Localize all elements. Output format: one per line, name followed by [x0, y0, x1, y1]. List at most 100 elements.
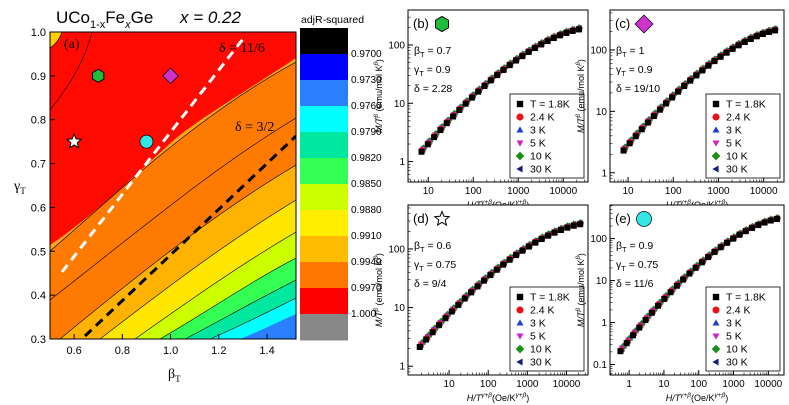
x-tick-label: 1.0 [163, 345, 178, 357]
data-point [563, 29, 570, 36]
legend-label: 3 K [726, 318, 742, 330]
data-point [435, 322, 442, 329]
legend-marker [516, 319, 524, 326]
y-tick-label: 0.4 [31, 290, 46, 302]
data-point [550, 35, 557, 42]
data-point [705, 62, 712, 69]
data-point [480, 277, 487, 284]
x-axis-label: H/Tγ+β(Oe/Kγ+β) [666, 392, 729, 403]
data-point [774, 215, 781, 222]
colorbar-block [300, 288, 348, 315]
legend-label: 30 K [530, 357, 552, 369]
panel-b: 10 100 1000 10000 1 10 100 (b) βT = 0.7 γT = 0.9 δ… [374, 9, 589, 210]
legend-label: 5 K [530, 331, 546, 343]
data-point [493, 266, 500, 273]
data-point [531, 45, 538, 52]
x-tick-label: 1000 [516, 379, 539, 390]
contour-map [50, 32, 296, 339]
legend-marker [712, 306, 720, 314]
legend-label: T = 1.8K [530, 99, 570, 111]
legend-marker [712, 358, 719, 366]
data-point [636, 324, 643, 331]
data-point [538, 41, 545, 48]
x-tick-label: 10000 [549, 186, 577, 197]
data-point [564, 224, 571, 231]
data-point [656, 106, 663, 113]
data-point [767, 217, 774, 224]
legend-marker [516, 333, 524, 340]
legend-label: T = 1.8K [726, 292, 766, 304]
x-tick-label: 1000 [722, 379, 745, 390]
x-tick-label: 10 [658, 379, 670, 390]
data-point [494, 72, 501, 79]
legend-box [705, 286, 781, 372]
legend: T = 1.8K2.4 K3 K5 K10 K30 K [705, 286, 781, 372]
data-point [680, 276, 687, 283]
data-point [723, 49, 730, 56]
legend-label: 3 K [530, 318, 546, 330]
data-point [698, 259, 705, 266]
colorbar-tick-label: 0.9730 [351, 75, 382, 86]
data-point [711, 58, 718, 65]
gamma-param: γT = 0.9 [616, 64, 653, 78]
data-point [644, 119, 651, 126]
contour-band-red [50, 32, 296, 245]
data-point [538, 236, 545, 243]
data-point [741, 38, 748, 45]
data-point [487, 77, 494, 84]
delta-param: δ = 2.28 [414, 83, 452, 95]
data-point [723, 239, 730, 246]
panel-label: (c) [615, 16, 630, 31]
data-point [519, 53, 526, 60]
x-tick-label: 100 [480, 379, 497, 390]
data-point [506, 62, 513, 69]
data-point [699, 67, 706, 74]
panel-symbol-circle [636, 211, 652, 227]
data-point [705, 254, 712, 261]
x-tick-label: 0.6 [66, 345, 81, 357]
data-point [448, 308, 455, 315]
data-point [617, 348, 624, 355]
legend-label: T = 1.8K [726, 99, 766, 111]
legend-marker [515, 344, 525, 354]
legend-label: 10 K [726, 151, 748, 163]
data-point [481, 82, 488, 89]
x-tick-label: 10000 [754, 379, 782, 390]
legend-marker [516, 126, 524, 133]
contour-band-skyblue [240, 314, 296, 339]
data-point [418, 148, 425, 155]
x-tick-label: 0.8 [115, 345, 130, 357]
data-point [755, 222, 762, 229]
colorbar-block [300, 132, 348, 159]
data-point [747, 35, 754, 42]
legend-marker [711, 344, 721, 354]
data-point [667, 289, 674, 296]
x-axis-label-beta: βT [168, 367, 181, 384]
legend-marker [516, 113, 524, 121]
legend-marker [712, 319, 720, 326]
y-tick-label: 100 [388, 40, 405, 51]
x-tick-label: 10000 [553, 379, 581, 390]
legend-label: 2.4 K [530, 112, 555, 124]
legend-label: 5 K [726, 331, 742, 343]
data-point [673, 282, 680, 289]
data-point [717, 244, 724, 251]
delta-param: δ = 11/6 [616, 278, 654, 290]
data-point [487, 272, 494, 279]
data-point [655, 302, 662, 309]
legend-marker [515, 151, 525, 161]
colorbar-block [300, 28, 348, 55]
colorbar-block [300, 314, 348, 341]
delta-param: δ = 19/10 [616, 83, 660, 95]
data-point [661, 295, 668, 302]
x-tick-label: 1000 [707, 186, 730, 197]
y-axis-label: M/Tβ (emu/mol Kβ) [576, 253, 586, 327]
colorbar-block [300, 184, 348, 211]
y-tick-label: 1.0 [31, 27, 46, 39]
x-tick-label: 10 [623, 186, 635, 197]
panel-a-axes: 0.6 0.8 1.0 1.2 1.4 0.3 0.4 0.5 0.6 0.7 0.8 0.9 1.0 [31, 27, 275, 357]
legend-marker [516, 293, 524, 301]
x-tick-label: 1.4 [259, 345, 274, 357]
data-point [681, 83, 688, 90]
